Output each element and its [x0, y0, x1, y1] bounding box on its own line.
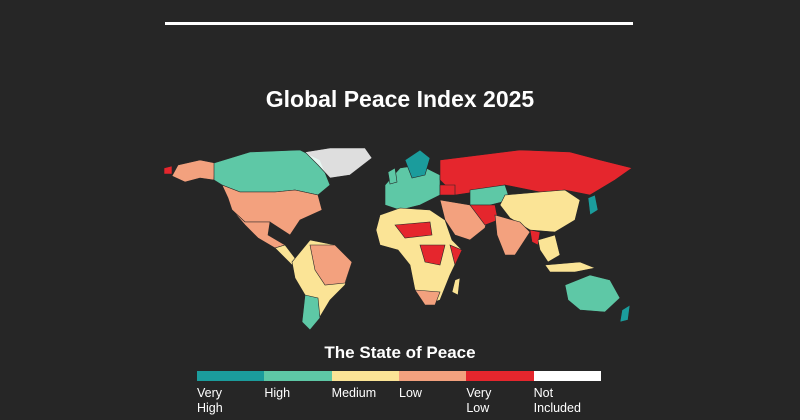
legend-bar	[197, 371, 601, 381]
country-region	[171, 159, 216, 183]
legend-swatch	[398, 371, 467, 381]
country-region	[449, 244, 463, 266]
country-region	[375, 207, 463, 306]
decorative-rule	[165, 22, 633, 25]
legend-title: The State of Peace	[324, 343, 476, 362]
country-region	[451, 277, 461, 296]
legend-label: High	[264, 386, 291, 400]
country-region	[564, 274, 621, 313]
country-region	[544, 261, 597, 273]
legend-swatch	[197, 371, 265, 381]
country-region	[469, 184, 511, 206]
country-region	[529, 229, 541, 246]
country-region	[221, 184, 323, 236]
legend-label: Not Included	[533, 386, 581, 415]
legend-swatch	[466, 371, 534, 381]
country-region	[587, 194, 599, 216]
legend-label: Low	[399, 386, 422, 400]
country-region	[414, 289, 441, 306]
country-region	[619, 304, 631, 323]
legend-label: Very High	[197, 386, 223, 415]
country-region	[499, 189, 581, 233]
country-region	[387, 167, 398, 185]
legend-label: Very Low	[466, 386, 492, 415]
country-region	[494, 214, 531, 256]
country-region	[304, 147, 373, 179]
map-title: Global Peace Index 2025	[265, 86, 535, 112]
legend-swatch	[264, 371, 332, 381]
country-region	[439, 149, 633, 196]
country-region	[301, 294, 321, 331]
country-region	[394, 221, 433, 239]
legend-swatch	[533, 371, 601, 381]
legend-label: Medium	[331, 386, 377, 400]
legend-swatch	[331, 371, 399, 381]
country-region	[439, 184, 456, 196]
country-region	[537, 234, 561, 263]
country-region	[309, 244, 353, 286]
country-region	[419, 244, 446, 266]
country-region	[404, 149, 431, 179]
country-region	[163, 165, 173, 175]
